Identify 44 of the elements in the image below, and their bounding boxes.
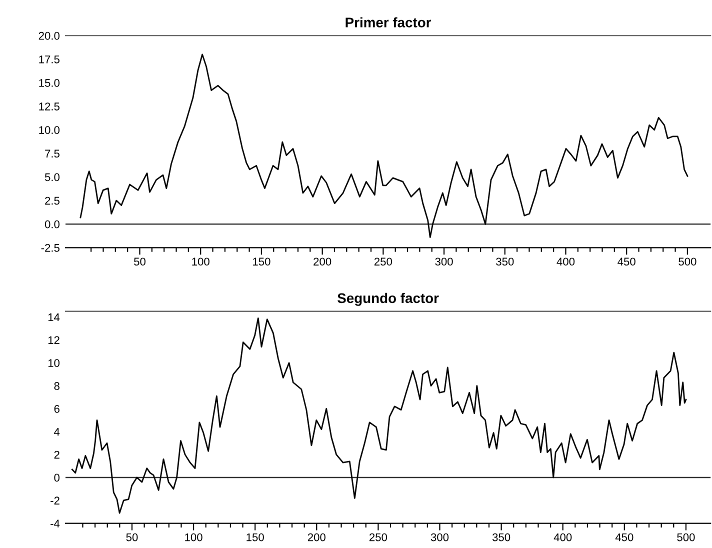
x-tick-label: 350: [496, 258, 514, 266]
y-tick-label: 4: [54, 428, 60, 436]
y-tick-label: 0: [54, 474, 60, 482]
y-tick-label: 20.0: [38, 32, 60, 40]
x-tick-label: 50: [126, 533, 138, 542]
x-tick-label: 150: [246, 533, 264, 542]
x-tick-label: 350: [492, 533, 510, 542]
y-tick-label: 0.0: [44, 220, 60, 228]
x-tick-label: 450: [615, 533, 634, 542]
y-tick-label: -2.5: [41, 244, 60, 252]
x-tick-label: 450: [618, 258, 636, 266]
x-tick-label: 500: [677, 533, 695, 542]
y-tick-label: 17.5: [39, 56, 60, 64]
y-tick-label: -2: [50, 496, 60, 504]
y-tick-label: 15.0: [39, 79, 60, 87]
x-tick-label: 300: [435, 258, 453, 266]
y-tick-label: 10.0: [39, 126, 60, 134]
y-tick-label: 12.5: [39, 102, 60, 110]
y-tick-label: 14: [48, 313, 60, 322]
y-tick-label: 2.5: [45, 196, 60, 205]
line-series: [71, 317, 687, 514]
x-tick-label: 300: [430, 533, 449, 542]
line-series: [80, 54, 688, 238]
x-tick-label: 100: [192, 258, 210, 266]
y-tick-label: 7.5: [45, 150, 60, 158]
y-tick-label: -4: [50, 520, 60, 528]
x-tick-label: 500: [678, 258, 696, 266]
chart-title: Segundo factor: [338, 292, 439, 306]
y-tick-label: 6: [54, 404, 60, 413]
y-tick-label: 12: [48, 336, 60, 344]
x-tick-label: 250: [374, 258, 392, 266]
x-tick-label: 200: [314, 258, 332, 266]
y-tick-label: 8: [54, 382, 60, 390]
y-tick-label: 10: [48, 359, 60, 368]
chart-title: Primer factor: [346, 17, 432, 28]
x-tick-label: 250: [369, 533, 388, 542]
y-tick-label: 5.0: [44, 173, 60, 182]
x-tick-label: 400: [556, 258, 575, 266]
x-tick-label: 200: [308, 533, 326, 542]
y-tick-label: 2: [54, 450, 60, 459]
x-tick-label: 100: [185, 533, 202, 542]
x-tick-label: 400: [554, 533, 572, 542]
x-tick-label: 150: [253, 258, 270, 266]
x-tick-label: 50: [134, 258, 146, 266]
